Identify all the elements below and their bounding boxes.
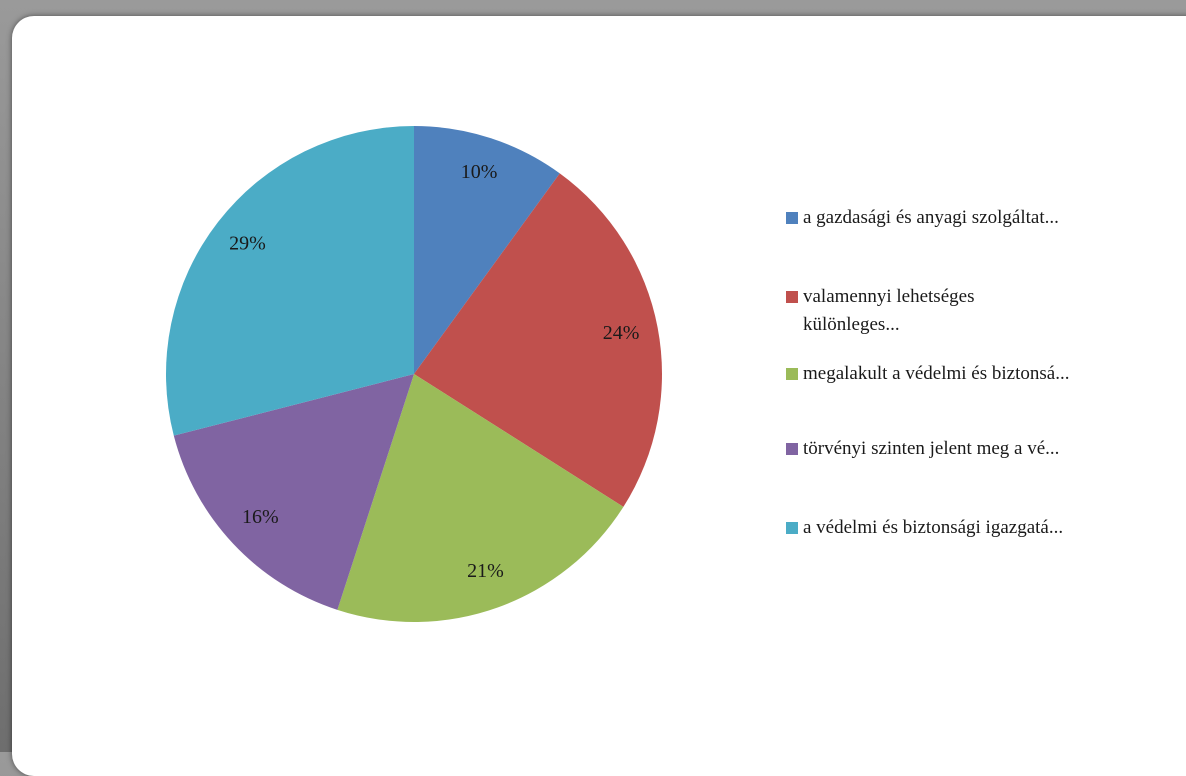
legend-label: megalakult a védelmi és biztonsá... <box>803 363 1070 384</box>
legend-swatch <box>786 368 798 380</box>
legend-item: valamennyi lehetséges különleges... <box>786 283 974 339</box>
chart: 10% 24% 21% 16% 29% <box>166 126 662 622</box>
legend-item: a védelmi és biztonsági igazgatá... <box>786 514 1063 542</box>
legend-label: valamennyi lehetséges különleges... <box>803 286 975 335</box>
pie-slice <box>337 374 624 622</box>
legend-label: a gazdasági és anyagi szolgáltat... <box>803 207 1059 228</box>
data-label: 29% <box>229 232 266 254</box>
legend-item: törvényi szinten jelent meg a vé... <box>786 435 1059 463</box>
legend-swatch <box>786 291 798 303</box>
legend-swatch <box>786 212 798 224</box>
legend-item: megalakult a védelmi és biztonsá... <box>786 360 1069 388</box>
pie-slice <box>166 126 414 436</box>
pie-slice <box>414 126 560 374</box>
pie-slice <box>414 173 662 507</box>
legend-label: a védelmi és biztonsági igazgatá... <box>803 517 1064 538</box>
data-label: 21% <box>467 560 504 582</box>
page: 10% 24% 21% 16% 29% a gazdasági és anyagi sz… <box>0 0 1186 752</box>
legend-item: a gazdasági és anyagi szolgáltat... <box>786 204 1059 232</box>
legend-swatch <box>786 522 798 534</box>
pie-slice <box>173 374 414 610</box>
data-label: 10% <box>461 161 498 183</box>
data-label: 16% <box>242 506 279 528</box>
data-label: 24% <box>603 322 640 344</box>
legend-swatch <box>786 443 798 455</box>
legend-label: törvényi szinten jelent meg a vé... <box>803 438 1060 459</box>
